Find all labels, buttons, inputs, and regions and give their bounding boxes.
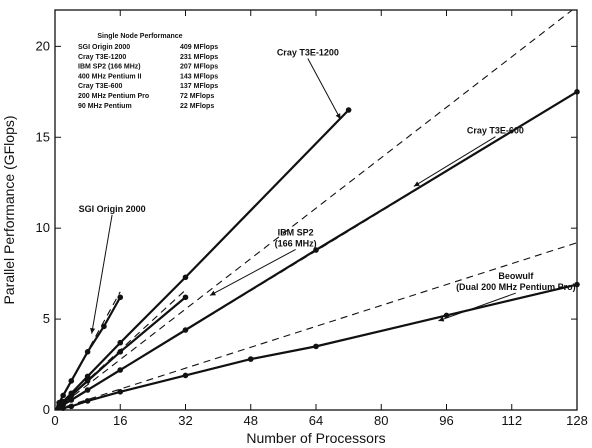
data-point — [182, 327, 189, 333]
data-point — [117, 389, 124, 395]
data-point — [117, 367, 124, 373]
annotation-arrow — [91, 214, 113, 334]
inset-value: 409 MFlops — [180, 44, 218, 51]
annotation-arrow — [413, 136, 496, 187]
annotation-label: Cray T3E-600 — [467, 126, 524, 136]
data-point — [84, 373, 91, 380]
annotation-label: SGI Origin 2000 — [79, 204, 146, 214]
data-point — [574, 281, 580, 288]
x-tick-label: 48 — [244, 413, 258, 428]
inset-value: 143 MFlops — [180, 73, 218, 80]
data-point — [84, 398, 91, 404]
inset-machine: SGI Origin 2000 — [78, 44, 130, 51]
annotation-sublabel: (Dual 200 MHz Pentium Pro) — [456, 282, 576, 292]
data-point — [117, 339, 124, 346]
x-tick-label: 64 — [309, 413, 323, 428]
annotations: Cray T3E-1200 Cray T3E-600 SGI Origin 2000… — [79, 47, 576, 334]
series-line — [62, 283, 578, 410]
series-group — [56, 89, 580, 411]
data-point — [574, 89, 580, 95]
annotation-arrow — [209, 249, 296, 296]
x-tick-label: 16 — [113, 413, 127, 428]
arrow-head — [209, 290, 216, 296]
y-tick-label: 10 — [36, 220, 50, 235]
data-point — [60, 392, 66, 399]
data-point — [68, 397, 75, 403]
annotation-sublabel: (166 MHz) — [275, 238, 317, 248]
data-point — [117, 294, 124, 301]
single-node-table: Single Node Performance SGI Origin 2000 40… — [78, 33, 218, 110]
x-tick-label: 32 — [178, 413, 192, 428]
data-point — [68, 378, 75, 384]
data-point — [68, 403, 75, 410]
data-point — [84, 387, 91, 393]
arrow-head — [413, 181, 420, 187]
annotation-label: Beowulf — [498, 271, 534, 281]
arrow-head — [335, 113, 341, 120]
data-point — [443, 312, 450, 319]
inset-value: 22 MFlops — [180, 103, 214, 110]
annotation-label: IBM SP2 — [278, 227, 314, 237]
y-tick-label: 5 — [43, 311, 50, 326]
axis-ticks: 0 16 32 48 64 80 96 112 128 0 5 10 15 20 — [36, 10, 588, 428]
data-point — [313, 343, 319, 350]
data-point — [84, 378, 91, 384]
data-point — [182, 294, 189, 301]
inset-machine: 400 MHz Pentium II — [78, 73, 141, 80]
x-tick-label: 0 — [51, 413, 58, 428]
data-point — [101, 323, 107, 330]
inset-value: 231 MFlops — [180, 54, 218, 61]
y-axis-label: Parallel Performance (GFlops) — [1, 115, 17, 304]
arrow-head — [438, 316, 445, 322]
inset-machine: 90 MHz Pentium — [78, 103, 132, 110]
arrow-head — [90, 327, 96, 334]
annotation-arrow — [307, 58, 341, 120]
inset-title: Single Node Performance — [97, 33, 182, 40]
data-point — [182, 274, 189, 281]
inset-machine: IBM SP2 (166 MHz) — [78, 64, 141, 71]
y-tick-label: 15 — [36, 129, 50, 144]
y-tick-label: 20 — [36, 38, 50, 53]
data-point — [60, 405, 66, 411]
x-axis-label: Number of Processors — [246, 430, 385, 446]
data-point — [182, 372, 189, 379]
ideal-line — [54, 242, 578, 411]
x-tick-label: 112 — [501, 413, 522, 428]
annotation-arrow — [438, 292, 516, 322]
inset-machine: Cray T3E-600 — [78, 83, 122, 90]
ideal-line — [54, 291, 121, 411]
ideal-line — [54, 9, 573, 411]
x-tick-label: 80 — [374, 413, 388, 428]
x-tick-label: 128 — [566, 413, 588, 428]
inset-machine: Cray T3E-1200 — [78, 54, 126, 61]
inset-machine: 200 MHz Pentium Pro — [78, 93, 149, 100]
x-tick-label: 96 — [439, 413, 453, 428]
inset-value: 207 MFlops — [180, 64, 218, 71]
y-tick-label: 0 — [43, 402, 50, 417]
inset-value: 137 MFlops — [180, 83, 218, 90]
data-point — [84, 349, 91, 355]
data-point — [117, 349, 124, 355]
data-point — [313, 247, 319, 253]
annotation-label: Cray T3E-1200 — [277, 47, 339, 57]
inset-value: 72 MFlops — [180, 93, 214, 100]
data-point — [247, 356, 254, 362]
data-point — [345, 107, 352, 113]
data-point — [68, 392, 75, 399]
